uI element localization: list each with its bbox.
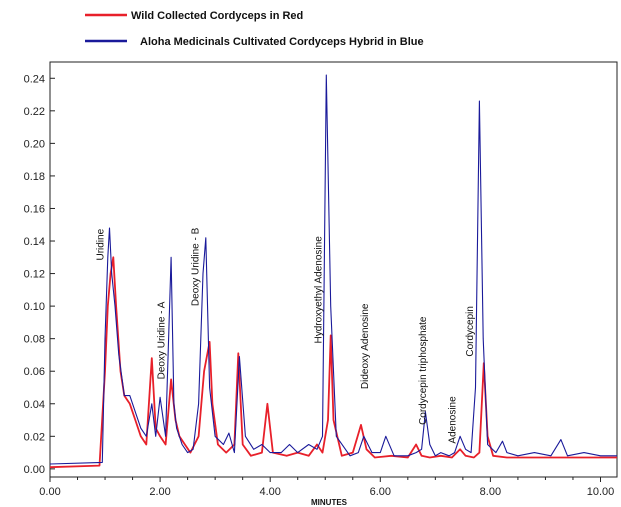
axes: 0.00 0.02 0.04 0.06 0.08 0.10 0.12 0.14 0.16 0.18… [24, 61, 618, 498]
y-tick-label: 0.04 [24, 399, 45, 411]
peak-label: Hydroxyethyl Adenosine [313, 236, 324, 344]
x-tick-label: 0.00 [39, 486, 60, 498]
y-tick-label: 0.08 [24, 334, 45, 346]
peak-label: Cordycepin [465, 306, 476, 357]
x-tick-label: 8.00 [480, 486, 501, 498]
peak-annotations: Uridine Deoxy Uridine - A Deoxy Uridine - … [95, 227, 475, 443]
peak-label: Deoxy Uridine - A [156, 301, 167, 379]
x-tick-label: 10.00 [587, 486, 615, 498]
y-tick-label: 0.14 [24, 236, 45, 248]
y-tick-label: 0.02 [24, 431, 45, 443]
peak-label: Deoxy Uridine - B [191, 227, 202, 306]
x-tick-label: 6.00 [370, 486, 391, 498]
peak-label: Dideoxy Adenosine [360, 303, 371, 389]
x-tick-label: 2.00 [149, 486, 170, 498]
y-tick-label: 0.18 [24, 171, 45, 183]
y-tick-label: 0.10 [24, 301, 45, 313]
x-axis-label: MINUTES [311, 498, 348, 507]
series-group [49, 74, 617, 469]
y-tick-label: 0.24 [24, 73, 45, 85]
plot-frame [49, 61, 618, 478]
y-tick-label: 0.00 [24, 464, 45, 476]
x-tick-label: 4.00 [259, 486, 280, 498]
peak-label: Uridine [95, 228, 106, 260]
peak-label: Adenosine [448, 396, 459, 444]
peak-label: Cordycepin triphosphate [418, 316, 429, 425]
y-tick-label: 0.16 [24, 203, 45, 215]
legend-label-wild: Wild Collected Cordyceps in Red [131, 10, 303, 22]
series-line-cultivated-blue [49, 74, 617, 465]
series-line-wild-red [49, 256, 617, 469]
y-tick-label: 0.12 [24, 269, 45, 281]
y-tick-label: 0.22 [24, 106, 45, 118]
y-tick-label: 0.06 [24, 366, 45, 378]
legend: Wild Collected Cordyceps in Red Aloha Me… [85, 10, 424, 48]
legend-label-cultivated: Aloha Medicinals Cultivated Cordyceps Hy… [140, 36, 424, 48]
y-tick-label: 0.20 [24, 138, 45, 150]
